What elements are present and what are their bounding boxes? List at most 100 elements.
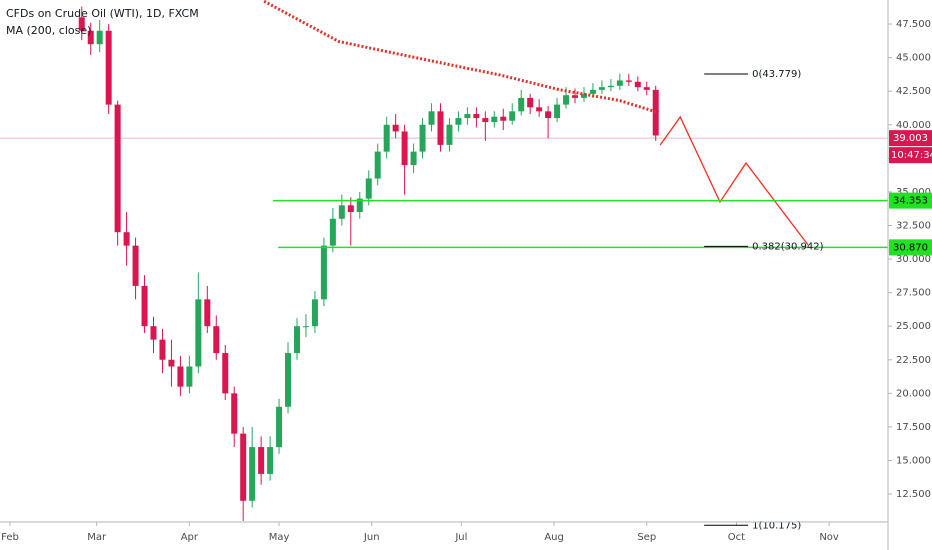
candle-body [563, 95, 570, 105]
candle-body [518, 97, 525, 112]
candle-body [87, 30, 94, 45]
fib-label: 0.382(30.942) [752, 241, 824, 252]
y-tick-label: 22.500 [896, 355, 931, 366]
candle-body [338, 205, 345, 219]
candle-body [365, 178, 372, 199]
candle-body [491, 116, 498, 123]
level-badge [889, 192, 932, 209]
candle-body [356, 198, 363, 213]
candle-body [177, 366, 184, 387]
chart-title: CFDs on Crude Oil (WTI), 1D, FXCM [6, 7, 199, 20]
candle-body [213, 326, 220, 354]
x-tick-label: Feb [1, 532, 19, 543]
candle-body [114, 104, 121, 233]
y-tick-label: 42.500 [896, 86, 931, 97]
candle-body [258, 447, 265, 474]
y-tick-label: 32.500 [896, 220, 931, 231]
candle-body [267, 447, 274, 474]
candle-body [545, 111, 552, 119]
candle-body [231, 393, 238, 434]
last-price-badge [889, 130, 932, 147]
candle-body [168, 359, 175, 367]
candle-body [222, 353, 229, 394]
y-tick-label: 12.500 [896, 489, 931, 500]
candle-body [302, 326, 309, 328]
plot-area [0, 0, 888, 521]
y-tick-label: 15.000 [896, 455, 931, 466]
x-tick-label: Jul [454, 532, 467, 543]
x-tick-label: Aug [544, 532, 564, 543]
candle-body [580, 93, 587, 98]
x-tick-label: Sep [637, 532, 656, 543]
candle-body [527, 97, 534, 108]
x-tick-label: Oct [728, 532, 745, 543]
x-tick-label: May [269, 532, 290, 543]
y-tick-label: 20.000 [896, 388, 931, 399]
y-tick-label: 17.500 [896, 422, 931, 433]
last-price-label: 39.003 [893, 133, 928, 144]
candle-body [159, 339, 166, 360]
candle-body [276, 406, 283, 448]
candle-body [392, 124, 399, 132]
candle-body [195, 299, 202, 367]
candle-body [607, 85, 614, 88]
fib-label: 1(10.175) [752, 520, 801, 531]
axes: 12.500 15.000 17.500 20.000 22.500 25.000 27.5… [1, 19, 931, 543]
y-tick-label: 25.000 [896, 321, 931, 332]
candle-body [401, 131, 408, 166]
y-tick-label: 40.000 [896, 120, 931, 131]
candle-body [455, 118, 462, 125]
countdown-label: 10:47:34 [891, 150, 932, 161]
candle-body [572, 95, 579, 98]
candle-body [249, 447, 256, 501]
y-tick-label: 45.000 [896, 53, 931, 64]
level-badge-label: 34.353 [893, 196, 928, 207]
candle-body [598, 87, 605, 90]
x-tick-label: Apr [181, 532, 199, 543]
candle-body [96, 30, 103, 45]
candle-body [554, 104, 561, 119]
countdown-badge [889, 147, 932, 164]
candle-body [311, 299, 318, 327]
candle-body [347, 205, 354, 213]
candle-body [589, 89, 596, 94]
y-tick-label: 35.000 [896, 187, 931, 198]
level-badge [889, 239, 932, 256]
candle-body [285, 353, 292, 407]
x-tick-label: Jun [363, 532, 380, 543]
candle-body [446, 124, 453, 145]
candle-body [500, 116, 507, 121]
candle-body [374, 151, 381, 179]
projection-path [659, 115, 809, 246]
candle-body [410, 151, 417, 166]
candle-body [240, 433, 247, 501]
candle-body [329, 218, 336, 246]
candle-body [464, 114, 471, 119]
overlay: 34.353 30.870 0(43.779) 0.382(30.942) 1(10.1… [704, 69, 932, 531]
candle-body [150, 326, 157, 340]
y-tick-label: 47.500 [896, 19, 931, 30]
candle-body [625, 80, 632, 82]
moving-average [263, 0, 660, 115]
y-tick-label: 27.500 [896, 288, 931, 299]
candle-body [428, 111, 435, 125]
candle-body [643, 87, 650, 90]
candle-body [536, 107, 543, 112]
y-tick-label: 30.000 [896, 254, 931, 265]
candle-body [482, 118, 489, 123]
candle-body [293, 326, 300, 354]
candle-body [132, 245, 139, 286]
candle-body [383, 124, 390, 152]
x-tick-label: Mar [87, 532, 107, 543]
candle-body [437, 111, 444, 145]
candle-body [204, 299, 211, 327]
candle-body [419, 124, 426, 152]
candle-body [320, 245, 327, 300]
candle-body [473, 114, 480, 119]
candle-body [186, 366, 193, 387]
candle-body [509, 111, 516, 121]
level-badge-label: 30.870 [893, 242, 928, 253]
candle-body [634, 81, 641, 88]
